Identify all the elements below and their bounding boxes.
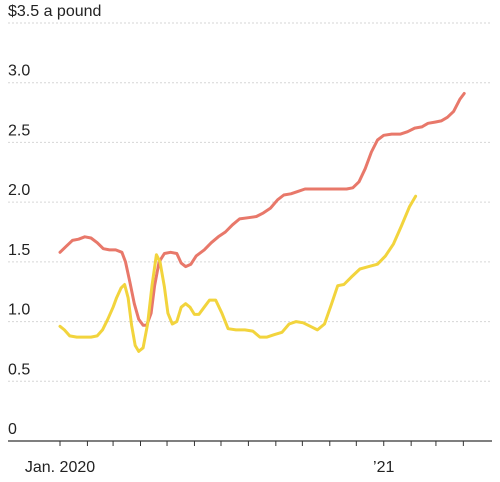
x-tick-label: Jan. 2020: [25, 459, 95, 476]
series-line-2: [58, 194, 418, 353]
y-axis-labels: $3.5 a pound 3.0 2.5 2.0 1.5 1.0 0.5 0: [8, 3, 101, 438]
series-lines: [58, 92, 466, 353]
y-tick-label: 1.5: [8, 242, 30, 259]
series-line-1: [58, 92, 466, 327]
y-tick-label: 3.0: [8, 63, 30, 80]
x-axis-labels: Jan. 2020 ’21: [25, 459, 395, 476]
y-tick-label: 2.5: [8, 122, 30, 139]
gridlines: [8, 22, 492, 382]
y-tick-label: $3.5 a pound: [8, 3, 101, 20]
y-tick-label: 0: [8, 421, 17, 438]
y-tick-label: 1.0: [8, 302, 30, 319]
x-axis-ticks: [59, 441, 464, 446]
y-tick-label: 0.5: [8, 361, 30, 378]
x-tick-label: ’21: [373, 459, 394, 476]
y-tick-label: 2.0: [8, 182, 30, 199]
